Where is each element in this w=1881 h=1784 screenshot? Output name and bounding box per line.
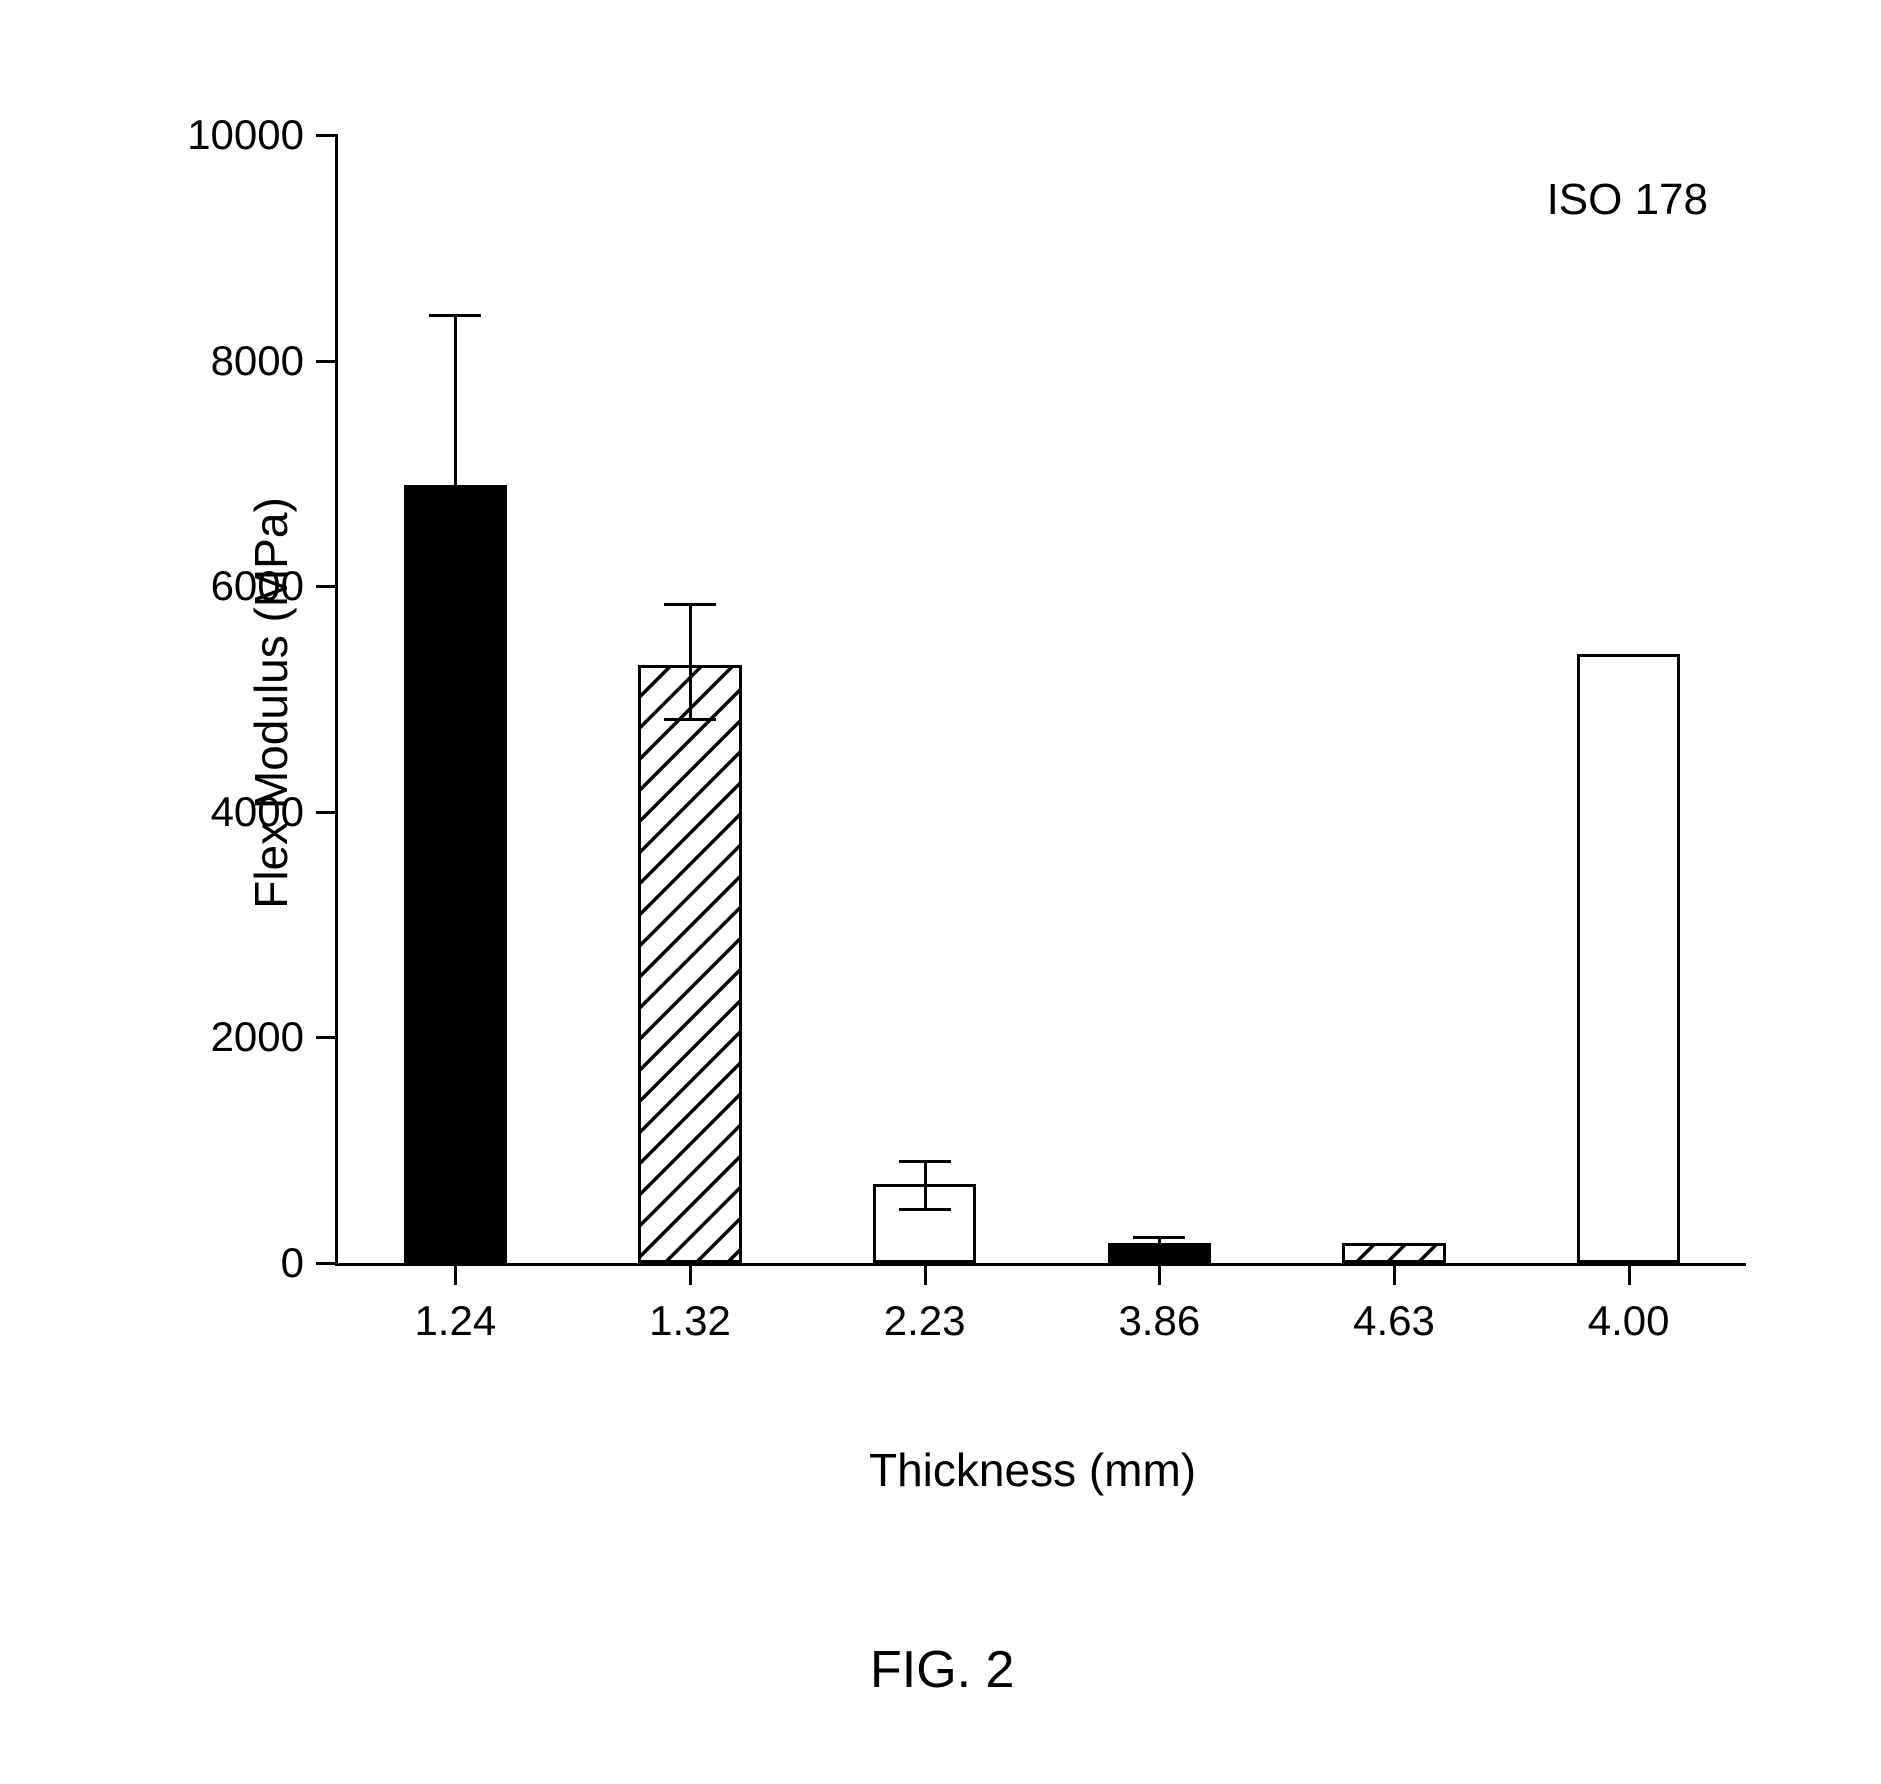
error-bar <box>924 1161 927 1208</box>
bar <box>1342 1243 1445 1263</box>
error-bar <box>689 604 692 719</box>
error-cap <box>664 718 716 721</box>
error-cap <box>664 603 716 606</box>
plot-region: ISO 178 02000400060008000100001.241.322.… <box>335 135 1746 1266</box>
x-tick-label: 2.23 <box>884 1297 966 1345</box>
error-cap <box>429 551 481 554</box>
bar <box>638 665 741 1263</box>
error-cap <box>429 314 481 317</box>
x-tick-label: 3.86 <box>1118 1297 1200 1345</box>
x-tick-label: 1.32 <box>649 1297 731 1345</box>
x-tick <box>454 1263 457 1285</box>
x-tick <box>689 1263 692 1285</box>
x-tick-label: 4.00 <box>1588 1297 1670 1345</box>
x-tick <box>1158 1263 1161 1285</box>
error-bar <box>454 315 457 552</box>
bar <box>404 485 507 1263</box>
x-axis-label: Thickness (mm) <box>869 1443 1196 1497</box>
error-cap <box>1133 1236 1185 1239</box>
error-cap <box>899 1208 951 1211</box>
figure-caption: FIG. 2 <box>870 1640 1014 1700</box>
y-tick-label: 2000 <box>211 1013 338 1061</box>
annotation-iso: ISO 178 <box>1547 175 1708 225</box>
x-tick <box>1628 1263 1631 1285</box>
x-tick-label: 4.63 <box>1353 1297 1435 1345</box>
chart-area: ISO 178 02000400060008000100001.241.322.… <box>0 0 1881 1784</box>
error-cap <box>899 1160 951 1163</box>
error-cap <box>1133 1247 1185 1250</box>
y-axis-label: Flex Modulus (MPa) <box>244 497 298 909</box>
y-tick-label: 8000 <box>211 337 338 385</box>
y-tick-label: 0 <box>281 1239 338 1287</box>
figure: ISO 178 02000400060008000100001.241.322.… <box>0 0 1881 1784</box>
x-tick-label: 1.24 <box>414 1297 496 1345</box>
x-tick <box>924 1263 927 1285</box>
y-tick-label: 10000 <box>187 111 338 159</box>
x-tick <box>1393 1263 1396 1285</box>
bar <box>1577 654 1680 1263</box>
